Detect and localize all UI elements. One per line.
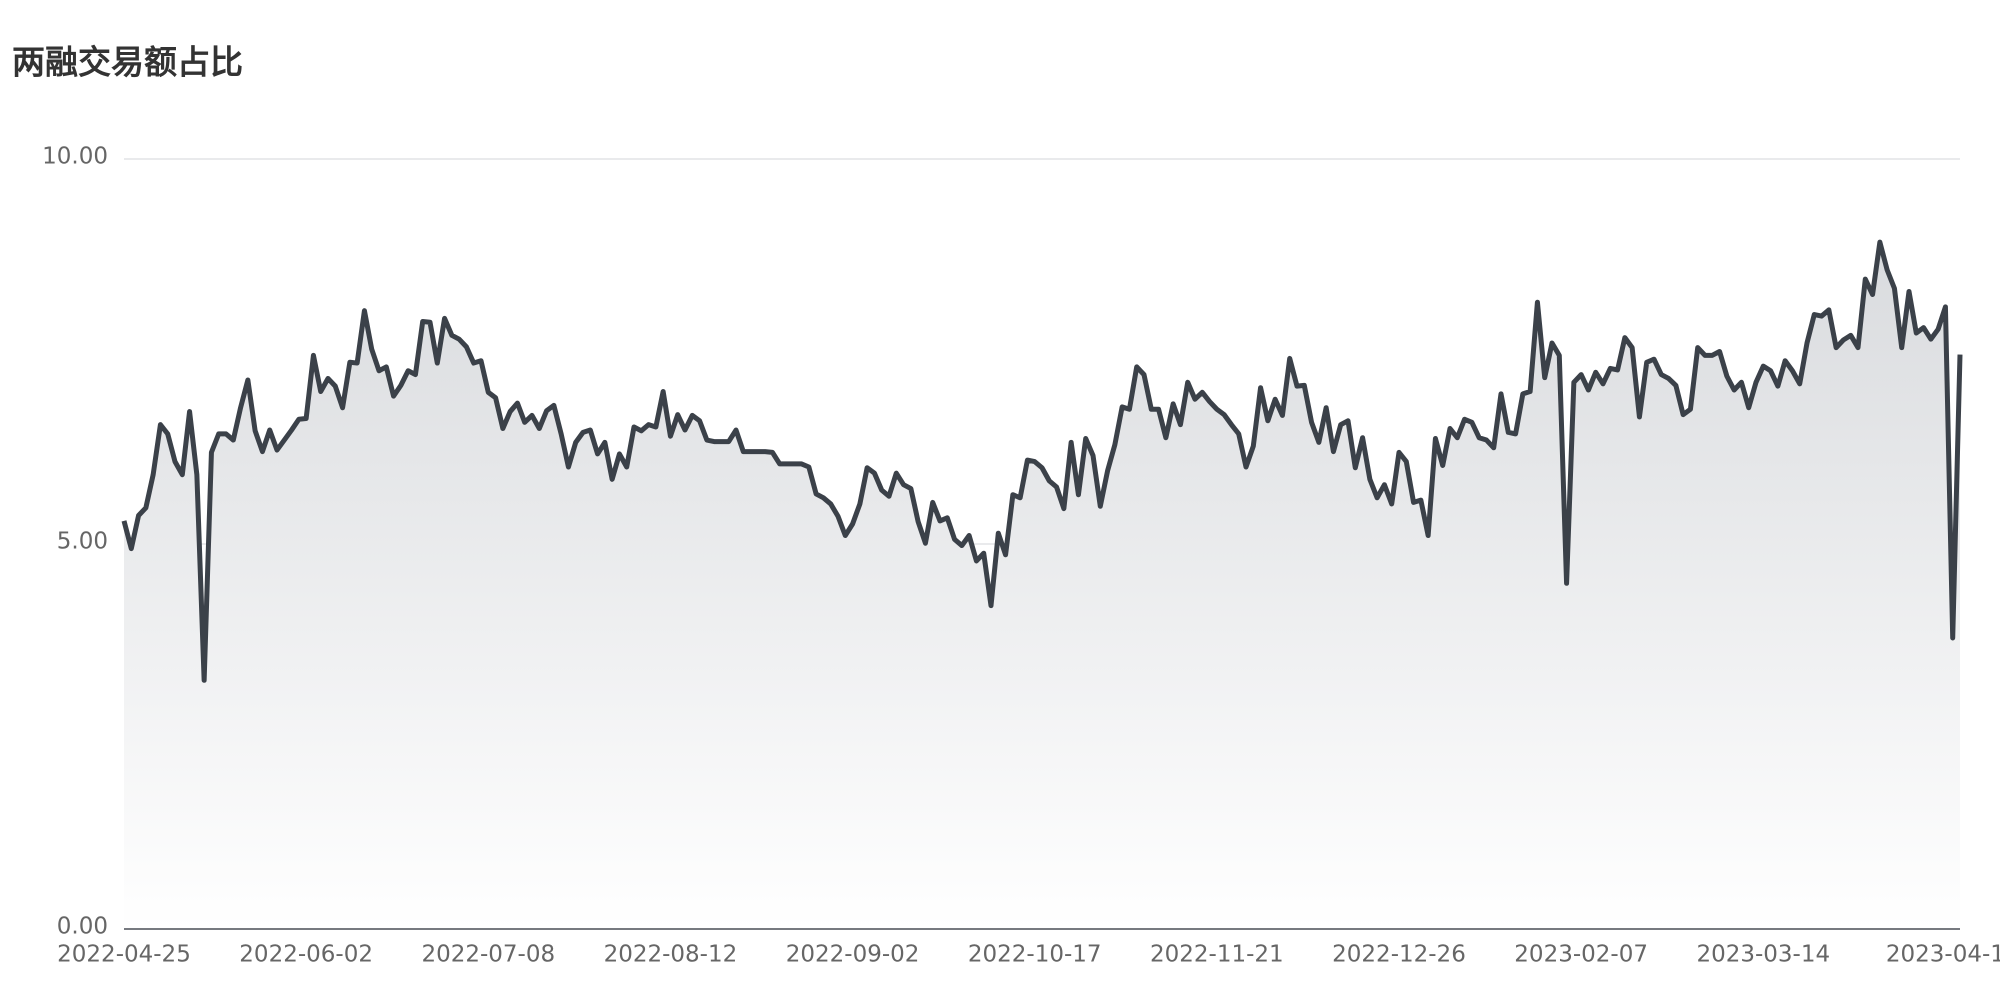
x-tick-label: 2022-12-26 bbox=[1332, 942, 1466, 968]
x-tick-label: 2023-04-1 bbox=[1886, 942, 2000, 968]
x-tick-label: 2023-03-14 bbox=[1696, 942, 1830, 968]
y-tick-label: 5.00 bbox=[57, 529, 108, 555]
x-tick-label: 2022-06-02 bbox=[239, 942, 373, 968]
x-tick-label: 2022-10-17 bbox=[968, 942, 1102, 968]
x-tick-label: 2022-08-12 bbox=[604, 942, 738, 968]
x-tick-label: 2022-07-08 bbox=[421, 942, 555, 968]
line bbox=[121, 239, 1963, 683]
x-tick-label: 2022-09-02 bbox=[786, 942, 920, 968]
y-tick-label: 0.00 bbox=[57, 914, 108, 940]
y-tick-label: 10.00 bbox=[42, 144, 108, 170]
area bbox=[124, 242, 1960, 929]
x-tick-label: 2023-02-07 bbox=[1514, 942, 1648, 968]
chart-title: 两融交易额占比 bbox=[12, 43, 243, 82]
x-tick-label: 2022-11-21 bbox=[1150, 942, 1284, 968]
x-tick-label: 2022-04-25 bbox=[57, 942, 191, 968]
